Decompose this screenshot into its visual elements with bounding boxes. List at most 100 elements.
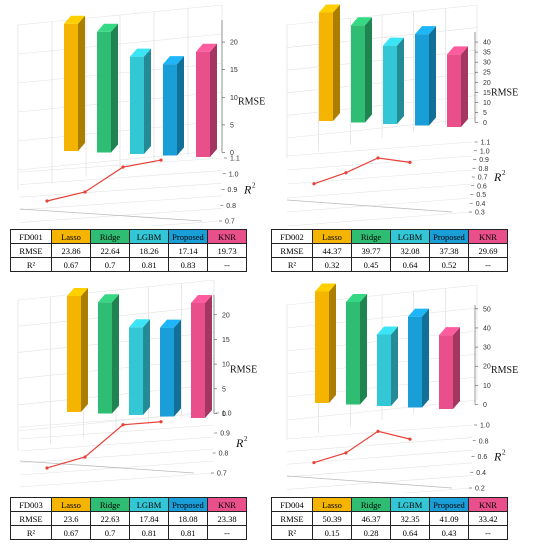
bar-ridge xyxy=(351,17,372,123)
r2-point xyxy=(45,199,49,203)
r2-cell: 0.15 xyxy=(312,525,352,540)
bar-lgbm xyxy=(129,319,150,415)
row-label: R² xyxy=(271,257,313,272)
bar-top xyxy=(315,283,336,292)
bar-front xyxy=(439,335,453,409)
bar-side xyxy=(144,48,151,154)
chart-svg-fd001: 0 5 10 15 20 RMSE 0.7 0.8 0.9 1.0 1.1 R 2 xyxy=(17,4,265,226)
row-label: R² xyxy=(10,257,52,272)
bar-side xyxy=(329,283,336,403)
row-label: R² xyxy=(10,525,52,540)
grid-line xyxy=(286,27,478,48)
bar-top xyxy=(67,287,88,296)
rmse-tick-label: 20 xyxy=(483,364,491,371)
r2-point xyxy=(376,429,380,433)
bar-top xyxy=(64,15,85,24)
r2-tick-label: 0.4 xyxy=(476,470,486,477)
r2-line xyxy=(313,157,411,185)
model-header: Ridge xyxy=(90,229,130,244)
grid-line xyxy=(19,472,215,488)
bar-side xyxy=(78,15,85,151)
metrics-table-fd004: FD004 Lasso Ridge LGBM Proposed KNR RMSE 50.39 4… xyxy=(271,497,508,540)
bar-front xyxy=(315,291,329,403)
r2-cell: 0.32 xyxy=(312,257,352,272)
bar-front xyxy=(163,64,177,156)
rmse-tick-label: 0 xyxy=(483,120,487,127)
grid-line xyxy=(145,220,223,226)
grid-line xyxy=(286,197,473,213)
rmse-cell: 23.86 xyxy=(51,243,91,258)
grid-line xyxy=(17,149,223,171)
bar-front xyxy=(196,51,210,158)
model-header: Lasso xyxy=(51,229,91,244)
r2-tick-label: 0.3 xyxy=(475,210,485,217)
rmse-tick-label: 10 xyxy=(222,362,230,369)
table-row-r2: R² 0.15 0.28 0.64 0.43 -- xyxy=(271,525,508,540)
row-label: RMSE xyxy=(271,243,313,258)
r2-cell: 0.64 xyxy=(390,257,430,272)
floor-edge xyxy=(286,199,453,213)
r2-cell: 0.83 xyxy=(168,257,208,272)
chart-panel-fd003: 0 5 10 15 20 RMSE 0.7 0.8 0.9 1.0 R 2 FD003 Lasso Rid… xyxy=(0,275,267,550)
bar-side xyxy=(461,46,468,127)
rmse-tick-label: 5 xyxy=(222,386,226,393)
rmse-cell: 23.6 xyxy=(51,511,91,526)
bar-top xyxy=(129,319,150,328)
r2-cell: 0.67 xyxy=(51,257,91,272)
rmse-cell: 32.08 xyxy=(390,243,430,258)
r2-point xyxy=(83,455,87,459)
model-header: Lasso xyxy=(312,497,352,512)
bar-front xyxy=(351,25,365,123)
rmse-cell: 33.42 xyxy=(468,511,508,526)
r2-point xyxy=(159,158,163,162)
grid-fd002 xyxy=(286,4,478,226)
row-label: RMSE xyxy=(271,511,313,526)
bar-top xyxy=(98,294,119,303)
rmse-tick-label: 10 xyxy=(230,95,238,102)
rmse-tick-label: 15 xyxy=(222,337,230,344)
rmse-tick-label: 20 xyxy=(222,312,230,319)
rmse-tick-label: 35 xyxy=(483,50,491,57)
dataset-id: FD004 xyxy=(271,497,313,512)
chart-panel-fd001: 0 5 10 15 20 RMSE 0.7 0.8 0.9 1.0 1.1 R 2 FD001 Lasso… xyxy=(0,0,267,275)
floor-edge xyxy=(19,208,203,222)
rmse-axis-label: RMSE xyxy=(491,365,518,376)
row-label: RMSE xyxy=(10,243,52,258)
r2-tick-label: 1.1 xyxy=(481,140,491,147)
grid-line xyxy=(17,120,223,142)
grid-line xyxy=(19,412,215,428)
bar-side xyxy=(391,326,398,406)
metrics-table-fd001: FD001 Lasso Ridge LGBM Proposed KNR RMSE 23.86 2… xyxy=(10,229,247,272)
grid-line xyxy=(19,170,223,185)
rmse-tick-label: 20 xyxy=(230,40,238,47)
grid-fd001 xyxy=(17,4,223,226)
r2-cell: -- xyxy=(207,257,247,272)
bar-top xyxy=(346,293,367,302)
chart-svg-fd003: 0 5 10 15 20 RMSE 0.7 0.8 0.9 1.0 R 2 xyxy=(17,279,257,488)
model-header: Proposed xyxy=(168,497,208,512)
rmse-cell: 29.69 xyxy=(468,243,508,258)
rmse-cell: 41.09 xyxy=(429,511,469,526)
rmse-axis: 0 5 10 15 20 xyxy=(213,295,230,418)
chart-svg-fd002: 0510152025303540RMSE0.30.40.50.60.70.80.… xyxy=(286,4,518,226)
bar-front xyxy=(447,54,461,127)
r2-point xyxy=(312,460,316,465)
rmse-cell: 19.73 xyxy=(207,243,247,258)
bar-lgbm xyxy=(377,326,398,406)
r2-axis-sup: 2 xyxy=(252,182,256,190)
bar-top xyxy=(97,23,118,32)
dataset-id: FD001 xyxy=(10,229,52,244)
bar-top xyxy=(439,327,460,336)
rmse-tick-label: 20 xyxy=(483,80,491,87)
bar-front xyxy=(98,302,112,414)
bar-top xyxy=(196,43,217,52)
rmse-axis: 0 5 10 15 20 xyxy=(221,20,238,157)
bar-proposed xyxy=(160,319,181,417)
table-row-rmse: RMSE 23.86 22.64 18.26 17.14 19.73 xyxy=(10,243,247,258)
chart-panel-fd002: 0 5 10 15 20 25 30 35 40 RMSE 0.3 0.4 0.5 0.6 0.7 0.8 0.… xyxy=(267,0,534,275)
rmse-tick-label: 5 xyxy=(483,110,487,117)
r2-axis-label: R xyxy=(493,170,502,184)
bar-ridge xyxy=(98,294,119,414)
r2-axis: 0.7 0.8 0.9 1.0 1.1 xyxy=(219,156,240,226)
bar-side xyxy=(143,319,150,415)
